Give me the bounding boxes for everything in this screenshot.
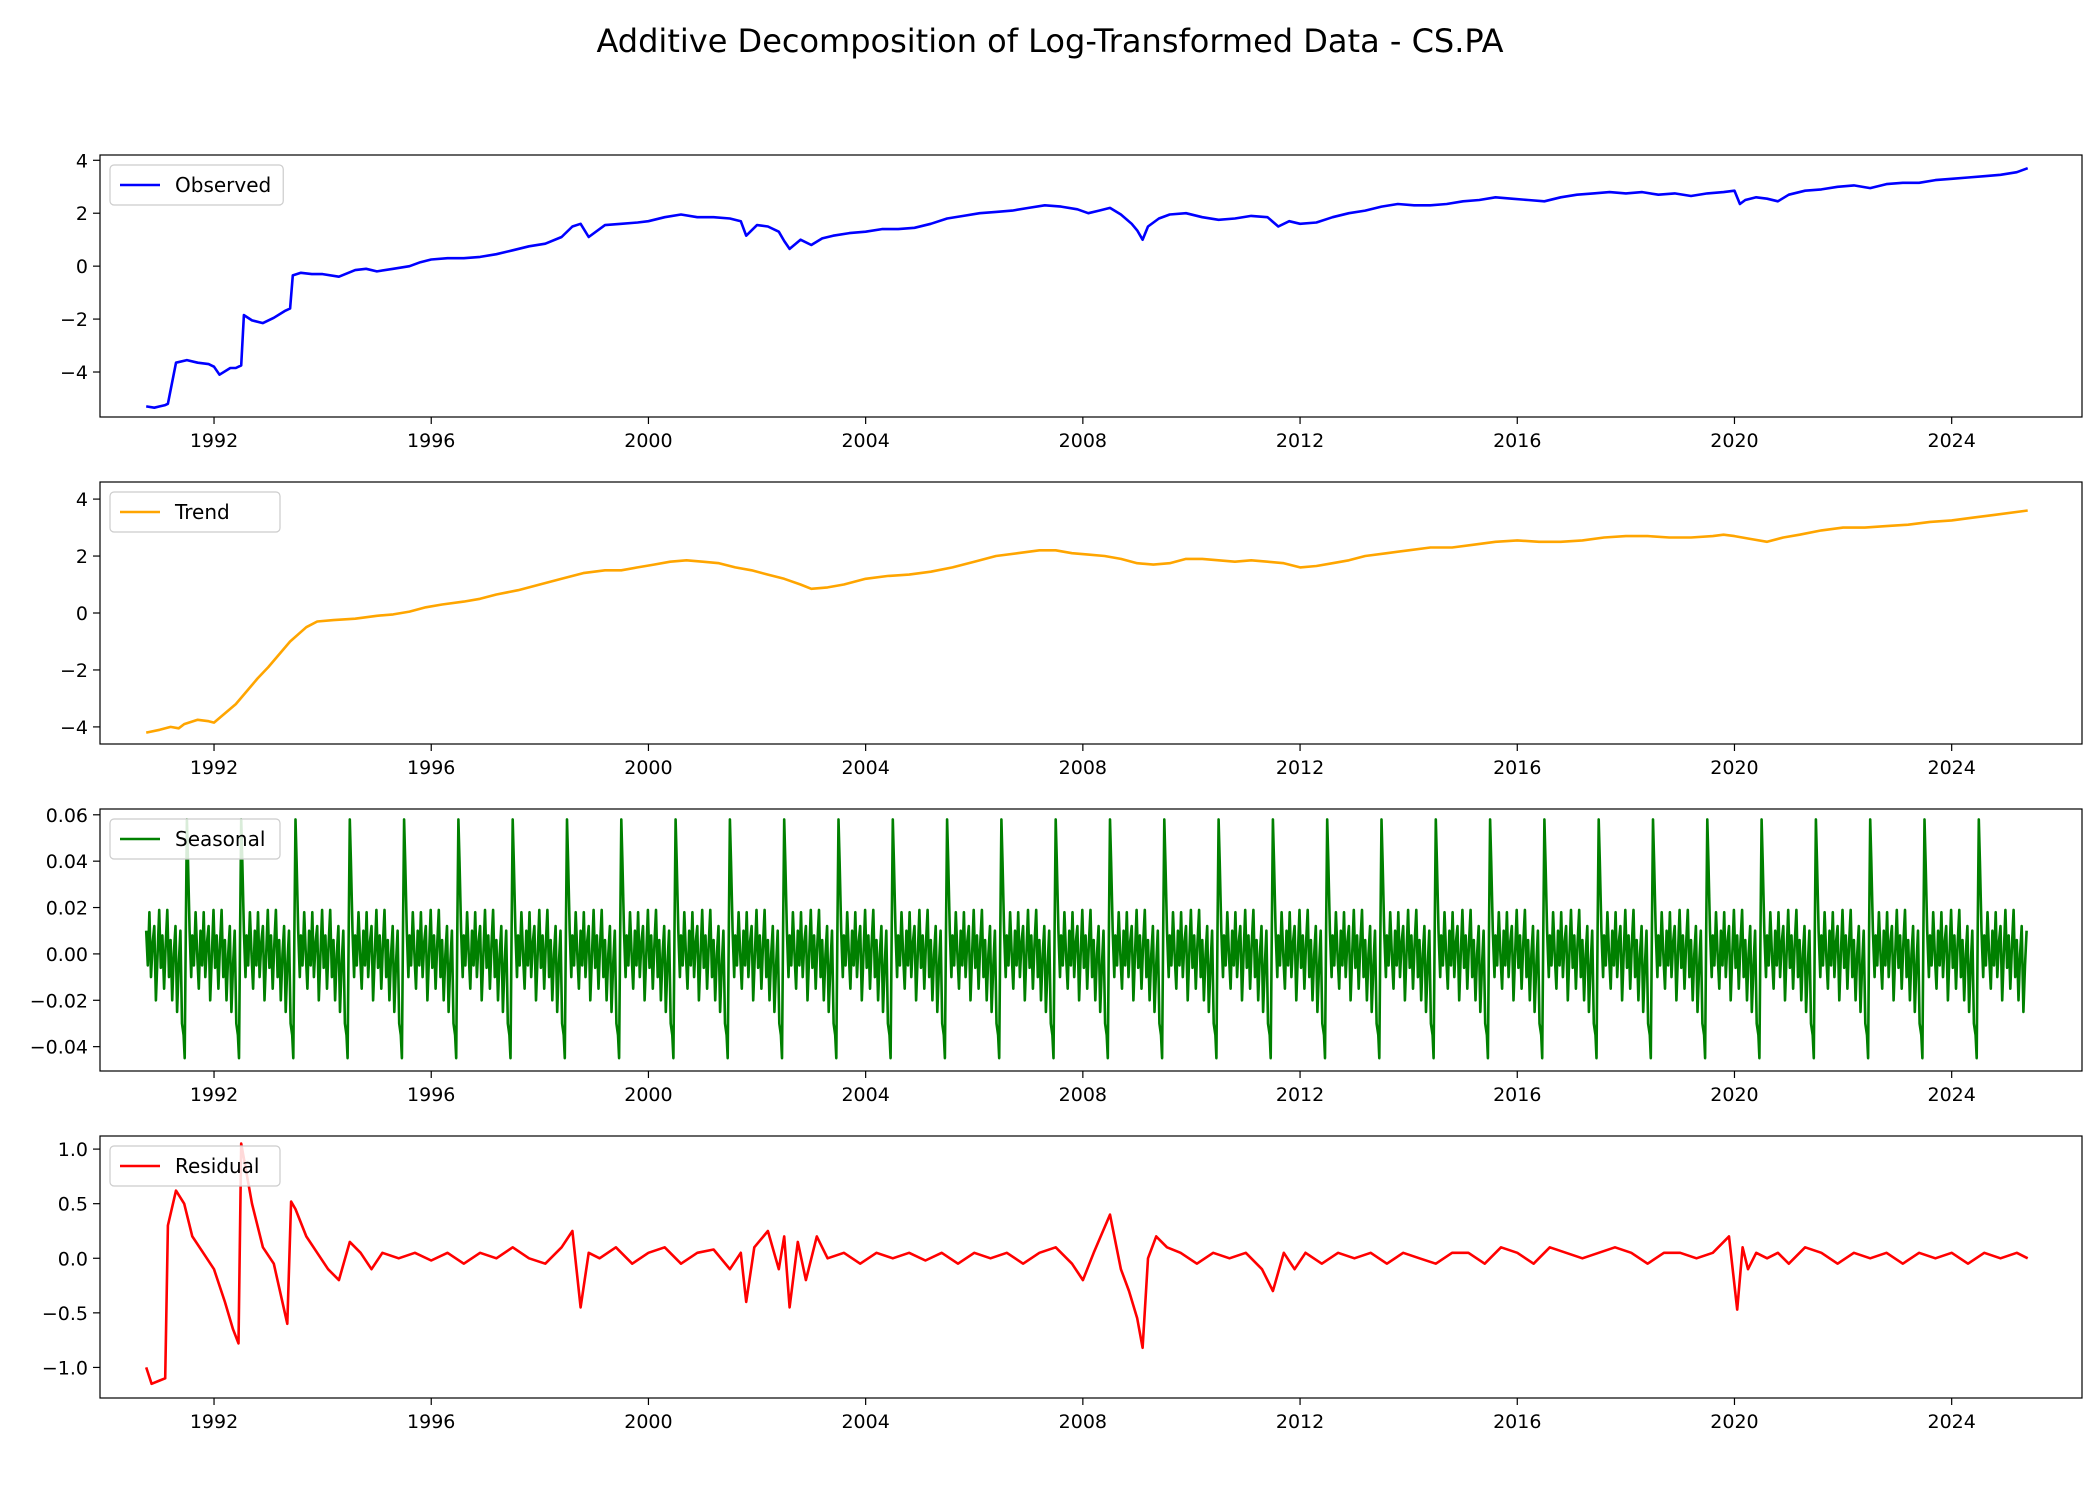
y-tick-label: −2 — [60, 309, 88, 331]
x-tick-label: 2012 — [1276, 430, 1324, 452]
axes-frame — [99, 1135, 2083, 1399]
x-tick-label: 2004 — [841, 757, 889, 779]
y-tick-label: 0 — [76, 256, 88, 278]
x-tick-label: 2000 — [624, 757, 672, 779]
y-tick-label: −2 — [60, 660, 88, 682]
series-line-residual — [144, 1142, 2029, 1386]
x-tick-label: 1996 — [407, 430, 455, 452]
x-tick-label: 2020 — [1710, 1084, 1758, 1106]
legend-label: Seasonal — [175, 827, 265, 851]
x-tick-label: 2024 — [1927, 430, 1975, 452]
x-tick-label: 2012 — [1276, 1084, 1324, 1106]
legend: Residual — [109, 1145, 281, 1187]
x-tick-label: 2004 — [841, 430, 889, 452]
y-tick-label: 1.0 — [58, 1139, 88, 1161]
y-tick-label: 0.00 — [46, 944, 88, 966]
legend-label: Observed — [175, 173, 271, 197]
x-tick-label: 2008 — [1059, 430, 1107, 452]
y-tick-label: 4 — [76, 489, 88, 511]
y-tick-label: −1.0 — [42, 1357, 88, 1379]
x-tick-label: 2024 — [1927, 1084, 1975, 1106]
x-tick-label: 2008 — [1059, 1411, 1107, 1433]
legend-label: Residual — [175, 1154, 259, 1178]
x-tick-label: 2000 — [624, 1411, 672, 1433]
chart-title: Additive Decomposition of Log-Transforme… — [596, 22, 1504, 60]
x-tick-label: 2008 — [1059, 757, 1107, 779]
x-tick-label: 2024 — [1927, 757, 1975, 779]
y-tick-label: −4 — [60, 362, 88, 384]
x-tick-label: 2000 — [624, 1084, 672, 1106]
x-tick-label: 2024 — [1927, 1411, 1975, 1433]
y-tick-label: 2 — [76, 203, 88, 225]
axes-frame — [99, 808, 2083, 1072]
series-line-seasonal — [144, 818, 2028, 1060]
x-tick-label: 2020 — [1710, 430, 1758, 452]
legend: Observed — [109, 164, 284, 206]
legend: Trend — [109, 491, 281, 533]
x-tick-label: 1996 — [407, 1084, 455, 1106]
x-tick-label: 1992 — [190, 1411, 238, 1433]
series-line-trend — [145, 509, 2028, 734]
x-tick-label: 2008 — [1059, 1084, 1107, 1106]
panel-residual: 1992 1996 2000 2004 2008 2012 2016 2020 2024 1.0 0… — [42, 1135, 2083, 1433]
panel-seasonal: 1992 1996 2000 2004 2008 2012 2016 2020 2024 0.06… — [30, 805, 2083, 1106]
y-tick-label: 0.0 — [58, 1248, 88, 1270]
y-tick-label: −0.5 — [42, 1303, 88, 1325]
x-tick-label: 2004 — [841, 1084, 889, 1106]
legend-box — [109, 491, 281, 533]
panel-trend: 1992 1996 2000 2004 2008 2012 2016 2020 2024 4 2 0 −… — [60, 481, 2083, 779]
y-tick-label: 0.06 — [46, 805, 88, 827]
x-tick-label: 2016 — [1493, 757, 1541, 779]
x-tick-label: 1992 — [190, 757, 238, 779]
y-tick-label: −0.02 — [30, 990, 88, 1012]
x-tick-label: 2020 — [1710, 1411, 1758, 1433]
y-tick-label: 0.02 — [46, 898, 88, 920]
y-tick-label: 2 — [76, 546, 88, 568]
y-tick-label: −0.04 — [30, 1037, 88, 1059]
axes-frame — [99, 154, 2083, 418]
y-tick-label: −4 — [60, 717, 88, 739]
x-tick-label: 2000 — [624, 430, 672, 452]
x-tick-label: 2004 — [841, 1411, 889, 1433]
legend: Seasonal — [109, 818, 281, 860]
panel-observed: 1992 1996 2000 2004 2008 2012 2016 2020 2024 4 2 0 −… — [60, 150, 2083, 452]
x-tick-label: 1996 — [407, 1411, 455, 1433]
x-tick-label: 2020 — [1710, 757, 1758, 779]
x-tick-label: 1992 — [190, 430, 238, 452]
x-tick-label: 1996 — [407, 757, 455, 779]
y-tick-label: 0.04 — [46, 851, 88, 873]
x-tick-label: 2016 — [1493, 1084, 1541, 1106]
y-tick-label: 4 — [76, 150, 88, 172]
y-tick-label: 0 — [76, 603, 88, 625]
legend-label: Trend — [174, 500, 230, 524]
legend-box — [109, 818, 281, 860]
x-tick-label: 2016 — [1493, 430, 1541, 452]
x-tick-label: 2012 — [1276, 1411, 1324, 1433]
legend-box — [109, 164, 284, 206]
x-tick-label: 2016 — [1493, 1411, 1541, 1433]
series-line-observed — [145, 166, 2029, 409]
x-tick-label: 2012 — [1276, 757, 1324, 779]
x-tick-label: 1992 — [190, 1084, 238, 1106]
legend-box — [109, 1145, 281, 1187]
y-tick-label: 0.5 — [58, 1194, 88, 1216]
